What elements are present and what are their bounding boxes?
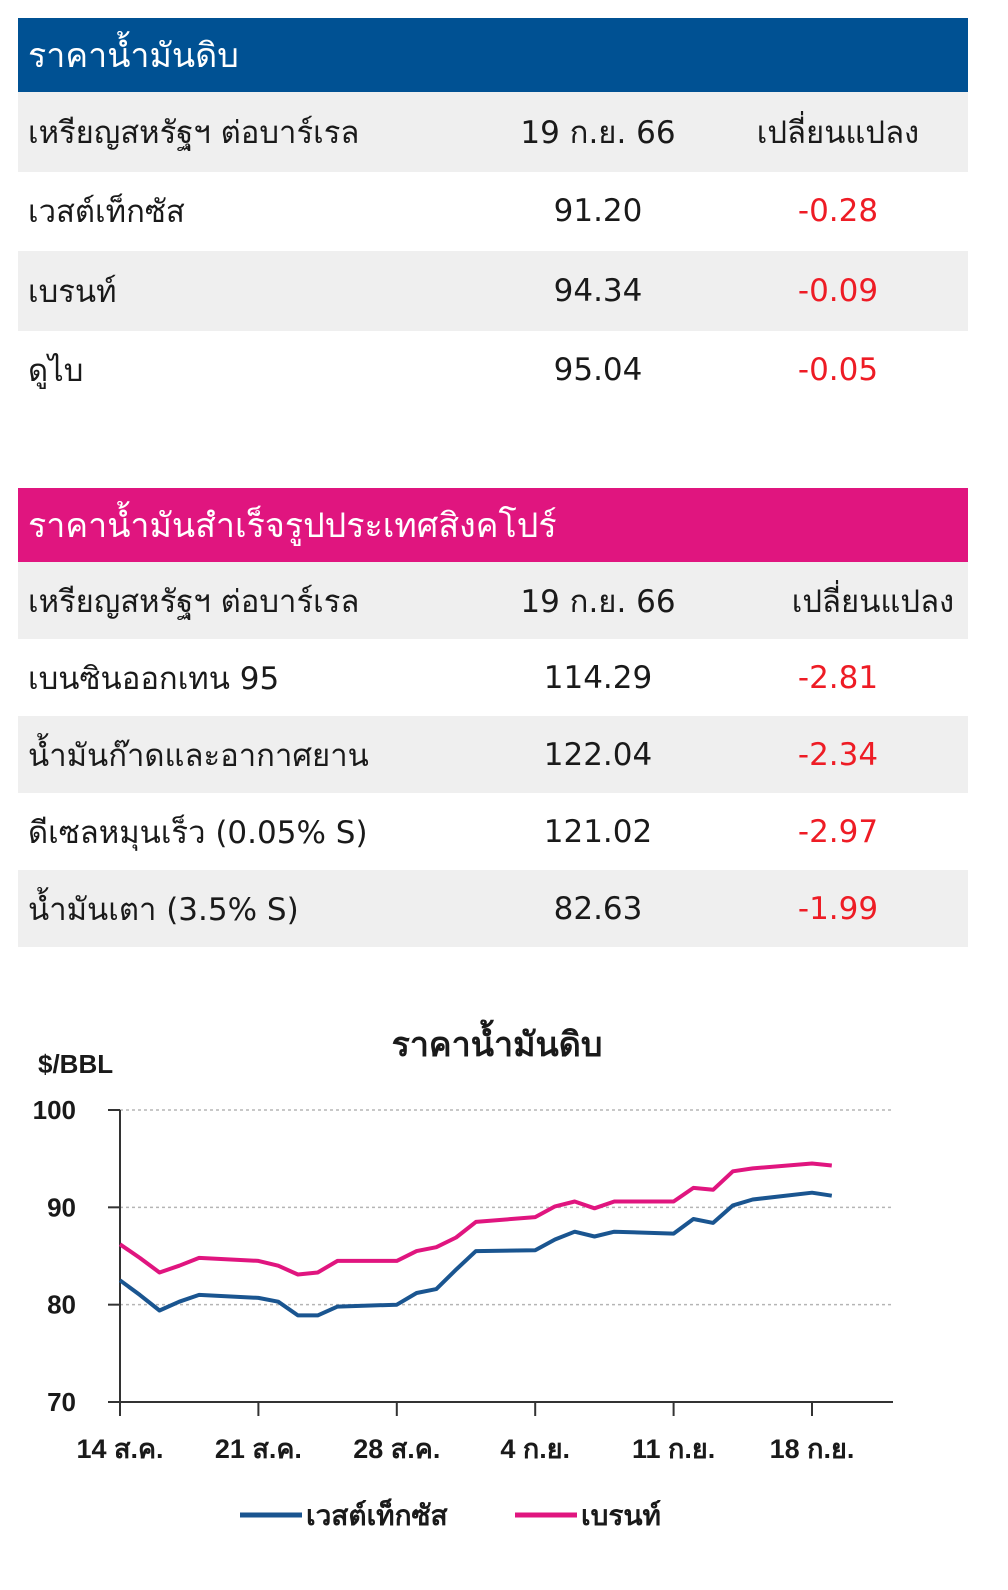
x-tick-label: 4 ก.ย.	[500, 1434, 570, 1464]
gridlines	[120, 1109, 893, 1306]
x-tick-label: 11 ก.ย.	[632, 1434, 715, 1464]
change-header: เปลี่ยนแปลง	[756, 114, 920, 151]
refined-oil-table: ราคาน้ำมันสำเร็จรูปประเทศสิงคโปร์ เหรียญ…	[18, 488, 968, 947]
series-lines	[118, 1161, 833, 1318]
table-row: เบรนท์ 94.34 -0.09	[18, 251, 968, 331]
legend-label: เบรนท์	[581, 1500, 661, 1531]
change-header: เปลี่ยนแปลง	[791, 583, 955, 620]
price-value: 95.04	[553, 352, 643, 389]
change-value: -0.09	[797, 272, 879, 309]
table-row: น้ำมันเตา (3.5% S) 82.63 -1.99	[18, 870, 968, 947]
table-row: ดีเซลหมุนเร็ว (0.05% S) 121.02 -2.97	[18, 793, 968, 870]
change-value: -0.05	[797, 352, 879, 389]
x-tick-label: 21 ส.ค.	[215, 1434, 302, 1464]
price-value: 121.02	[543, 813, 653, 850]
product-name: น้ำมันเตา (3.5% S)	[28, 891, 299, 928]
price-value: 114.29	[543, 659, 653, 696]
unit-header: เหรียญสหรัฐฯ ต่อบาร์เรล	[28, 114, 360, 151]
table-row: ดูไบ 95.04 -0.05	[18, 331, 968, 411]
crude-oil-table: ราคาน้ำมันดิบ เหรียญสหรัฐฯ ต่อบาร์เรล 19…	[18, 18, 968, 410]
crude-table-header: เหรียญสหรัฐฯ ต่อบาร์เรล 19 ก.ย. 66 เปลี่…	[18, 92, 968, 172]
change-value: -2.81	[797, 659, 879, 696]
date-header: 19 ก.ย. 66	[520, 583, 676, 620]
product-name: น้ำมันก๊าดและอากาศยาน	[28, 737, 369, 774]
y-axis-label: $/BBL	[38, 1049, 113, 1079]
product-name: เวสต์เท็กซัส	[28, 194, 185, 231]
price-value: 122.04	[543, 736, 653, 773]
x-tick-label: 18 ก.ย.	[770, 1434, 855, 1464]
x-tick-label: 28 ส.ค.	[353, 1434, 440, 1464]
y-tick-label: 90	[47, 1192, 76, 1222]
product-name: เบนซินออกเทน 95	[28, 660, 280, 697]
series-line-0	[118, 1190, 833, 1318]
series-line-1	[118, 1161, 833, 1277]
table-row: เบนซินออกเทน 95 114.29 -2.81	[18, 639, 968, 716]
change-value: -2.34	[797, 736, 879, 773]
legend: เวสต์เท็กซัส เบรนท์	[240, 1498, 661, 1531]
crude-price-chart: ราคาน้ำมันดิบ $/BBL 70 80 90 100 14 ส.ค. 21 ส…	[33, 1019, 893, 1531]
legend-label: เวสต์เท็กซัส	[306, 1498, 449, 1531]
y-tick-label: 100	[33, 1095, 76, 1125]
table-row: น้ำมันก๊าดและอากาศยาน 122.04 -2.34	[18, 716, 968, 793]
y-tick-label: 80	[47, 1290, 76, 1320]
product-name: ดูไบ	[28, 353, 84, 390]
product-name: เบรนท์	[28, 273, 117, 310]
axes: 70 80 90 100 14 ส.ค. 21 ส.ค. 28 ส.ค. 4 ก.ย. 11 ก…	[33, 1095, 893, 1464]
change-value: -2.97	[797, 813, 879, 850]
chart-title: ราคาน้ำมันดิบ	[392, 1019, 603, 1064]
crude-table-title: ราคาน้ำมันดิบ	[18, 18, 968, 92]
price-value: 91.20	[553, 193, 643, 230]
table-row: เวสต์เท็กซัส 91.20 -0.28	[18, 172, 968, 252]
refined-table-title: ราคาน้ำมันสำเร็จรูปประเทศสิงคโปร์	[18, 488, 968, 562]
change-value: -0.28	[797, 193, 879, 230]
product-name: ดีเซลหมุนเร็ว (0.05% S)	[28, 814, 368, 851]
price-value: 82.63	[553, 890, 643, 927]
date-header: 19 ก.ย. 66	[520, 114, 676, 151]
change-value: -1.99	[797, 890, 879, 927]
price-value: 94.34	[553, 272, 643, 309]
refined-table-header: เหรียญสหรัฐฯ ต่อบาร์เรล 19 ก.ย. 66 เปลี่…	[18, 562, 968, 639]
x-tick-label: 14 ส.ค.	[76, 1434, 163, 1464]
y-tick-label: 70	[47, 1387, 76, 1417]
unit-header: เหรียญสหรัฐฯ ต่อบาร์เรล	[28, 583, 360, 620]
